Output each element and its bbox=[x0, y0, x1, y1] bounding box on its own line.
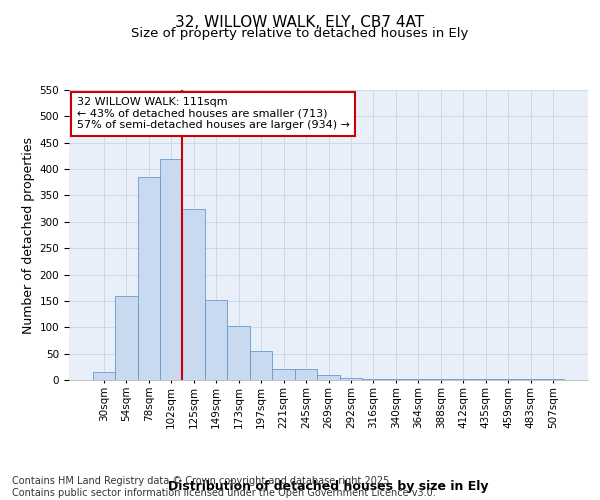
Bar bbox=[160, 158, 182, 380]
Bar bbox=[295, 370, 317, 380]
Bar bbox=[340, 378, 362, 380]
Bar bbox=[137, 177, 160, 380]
Bar bbox=[317, 374, 340, 380]
Text: Contains HM Land Registry data © Crown copyright and database right 2025.
Contai: Contains HM Land Registry data © Crown c… bbox=[12, 476, 436, 498]
Text: Size of property relative to detached houses in Ely: Size of property relative to detached ho… bbox=[131, 28, 469, 40]
Text: 32, WILLOW WALK, ELY, CB7 4AT: 32, WILLOW WALK, ELY, CB7 4AT bbox=[175, 15, 425, 30]
Bar bbox=[182, 208, 205, 380]
Bar bbox=[92, 372, 115, 380]
Bar bbox=[250, 351, 272, 380]
Y-axis label: Number of detached properties: Number of detached properties bbox=[22, 136, 35, 334]
Bar bbox=[272, 370, 295, 380]
Bar bbox=[115, 296, 137, 380]
Text: 32 WILLOW WALK: 111sqm
← 43% of detached houses are smaller (713)
57% of semi-de: 32 WILLOW WALK: 111sqm ← 43% of detached… bbox=[77, 97, 350, 130]
X-axis label: Distribution of detached houses by size in Ely: Distribution of detached houses by size … bbox=[168, 480, 489, 494]
Bar bbox=[362, 379, 385, 380]
Bar bbox=[227, 326, 250, 380]
Bar bbox=[205, 300, 227, 380]
